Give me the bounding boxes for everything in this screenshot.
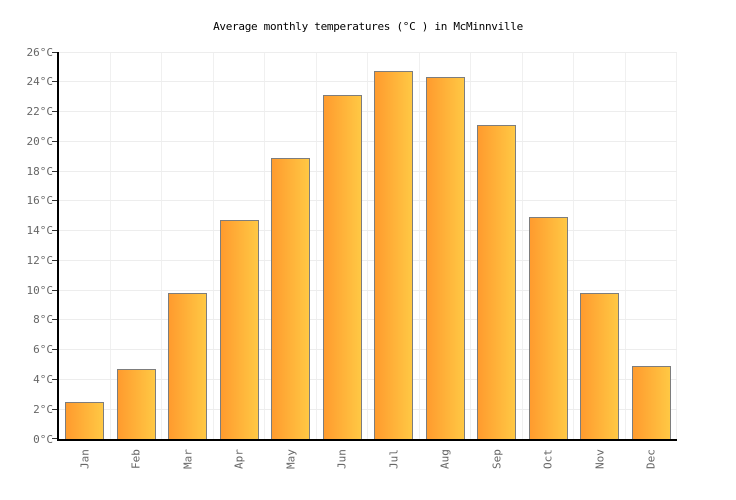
horizontal-gridline (59, 349, 677, 351)
bar-aug (425, 77, 465, 439)
y-axis-tick (52, 319, 57, 321)
bar-oct (528, 217, 568, 439)
y-axis-tick (52, 408, 57, 410)
horizontal-gridline (59, 81, 677, 83)
x-axis-label-dec: Dec (644, 449, 658, 469)
bar-dec (631, 366, 671, 439)
chart-title: Average monthly temperatures (°C ) in Mc… (213, 20, 523, 33)
x-axis-label-jul: Jul (387, 449, 401, 469)
horizontal-gridline (59, 408, 677, 410)
vertical-gridline (521, 52, 523, 439)
plot-area (52, 51, 677, 441)
horizontal-gridline (59, 111, 677, 113)
x-axis-label-mar: Mar (181, 449, 195, 469)
horizontal-gridline (59, 200, 677, 202)
horizontal-gridline (59, 259, 677, 261)
vertical-gridline (418, 52, 420, 439)
vertical-gridline (212, 52, 214, 439)
x-axis-label-may: May (284, 449, 298, 469)
y-axis-tick (52, 111, 57, 113)
bar-sep (477, 124, 517, 439)
y-axis-label-14: 14°C (26, 224, 54, 238)
horizontal-gridline (59, 140, 677, 142)
horizontal-gridline (59, 170, 677, 172)
x-axis-label-sep: Sep (490, 449, 504, 469)
vertical-gridline (315, 52, 317, 439)
bar-feb (116, 369, 156, 439)
y-axis-label-26: 26°C (26, 45, 54, 59)
bar-jul (374, 71, 414, 439)
horizontal-gridline (59, 289, 677, 291)
y-axis-tick (52, 230, 57, 232)
y-axis-label-0: 0°C (33, 432, 53, 446)
y-axis-label-4: 4°C (33, 372, 53, 386)
x-axis-label-oct: Oct (541, 449, 555, 469)
y-axis-label-12: 12°C (26, 253, 54, 267)
y-axis-label-18: 18°C (26, 164, 54, 178)
y-axis-tick (52, 170, 57, 172)
x-axis-label-feb: Feb (129, 449, 143, 469)
horizontal-gridline (59, 51, 677, 53)
y-axis-tick (52, 438, 57, 439)
x-axis-label-jan: Jan (78, 449, 92, 469)
x-axis-label-nov: Nov (593, 449, 607, 469)
y-axis-tick (52, 81, 57, 83)
y-axis-label-6: 6°C (33, 343, 53, 357)
bar-jan (65, 401, 105, 439)
vertical-gridline (367, 52, 368, 439)
vertical-gridline (676, 52, 677, 439)
x-axis-label-apr: Apr (232, 449, 246, 469)
y-axis-label-24: 24°C (26, 75, 54, 89)
horizontal-gridline (59, 378, 677, 380)
y-axis-tick (52, 200, 57, 202)
bar-may (271, 157, 311, 439)
y-axis-label-10: 10°C (26, 283, 54, 297)
y-axis-label-2: 2°C (33, 402, 53, 416)
y-axis-label-20: 20°C (26, 134, 54, 148)
y-axis-tick (52, 51, 57, 53)
y-axis-label-8: 8°C (33, 313, 53, 327)
vertical-gridline (573, 52, 574, 439)
x-axis-label-aug: Aug (438, 449, 452, 469)
horizontal-gridline (59, 230, 677, 232)
y-axis-tick (52, 378, 57, 380)
bar-nov (580, 293, 620, 439)
bar-mar (168, 293, 208, 439)
y-axis-label-22: 22°C (26, 105, 54, 119)
y-axis-tick (52, 349, 57, 351)
vertical-gridline (109, 52, 111, 439)
y-axis-label-16: 16°C (26, 194, 54, 208)
y-axis-tick (52, 140, 57, 142)
vertical-gridline (161, 52, 162, 439)
y-axis-tick (52, 289, 57, 291)
x-axis-label-jun: Jun (335, 449, 349, 469)
bar-jun (322, 95, 362, 439)
vertical-gridline (264, 52, 265, 439)
vertical-gridline (624, 52, 626, 439)
vertical-gridline (470, 52, 471, 439)
y-axis-tick (52, 259, 57, 261)
bar-apr (219, 220, 259, 439)
horizontal-gridline (59, 319, 677, 321)
